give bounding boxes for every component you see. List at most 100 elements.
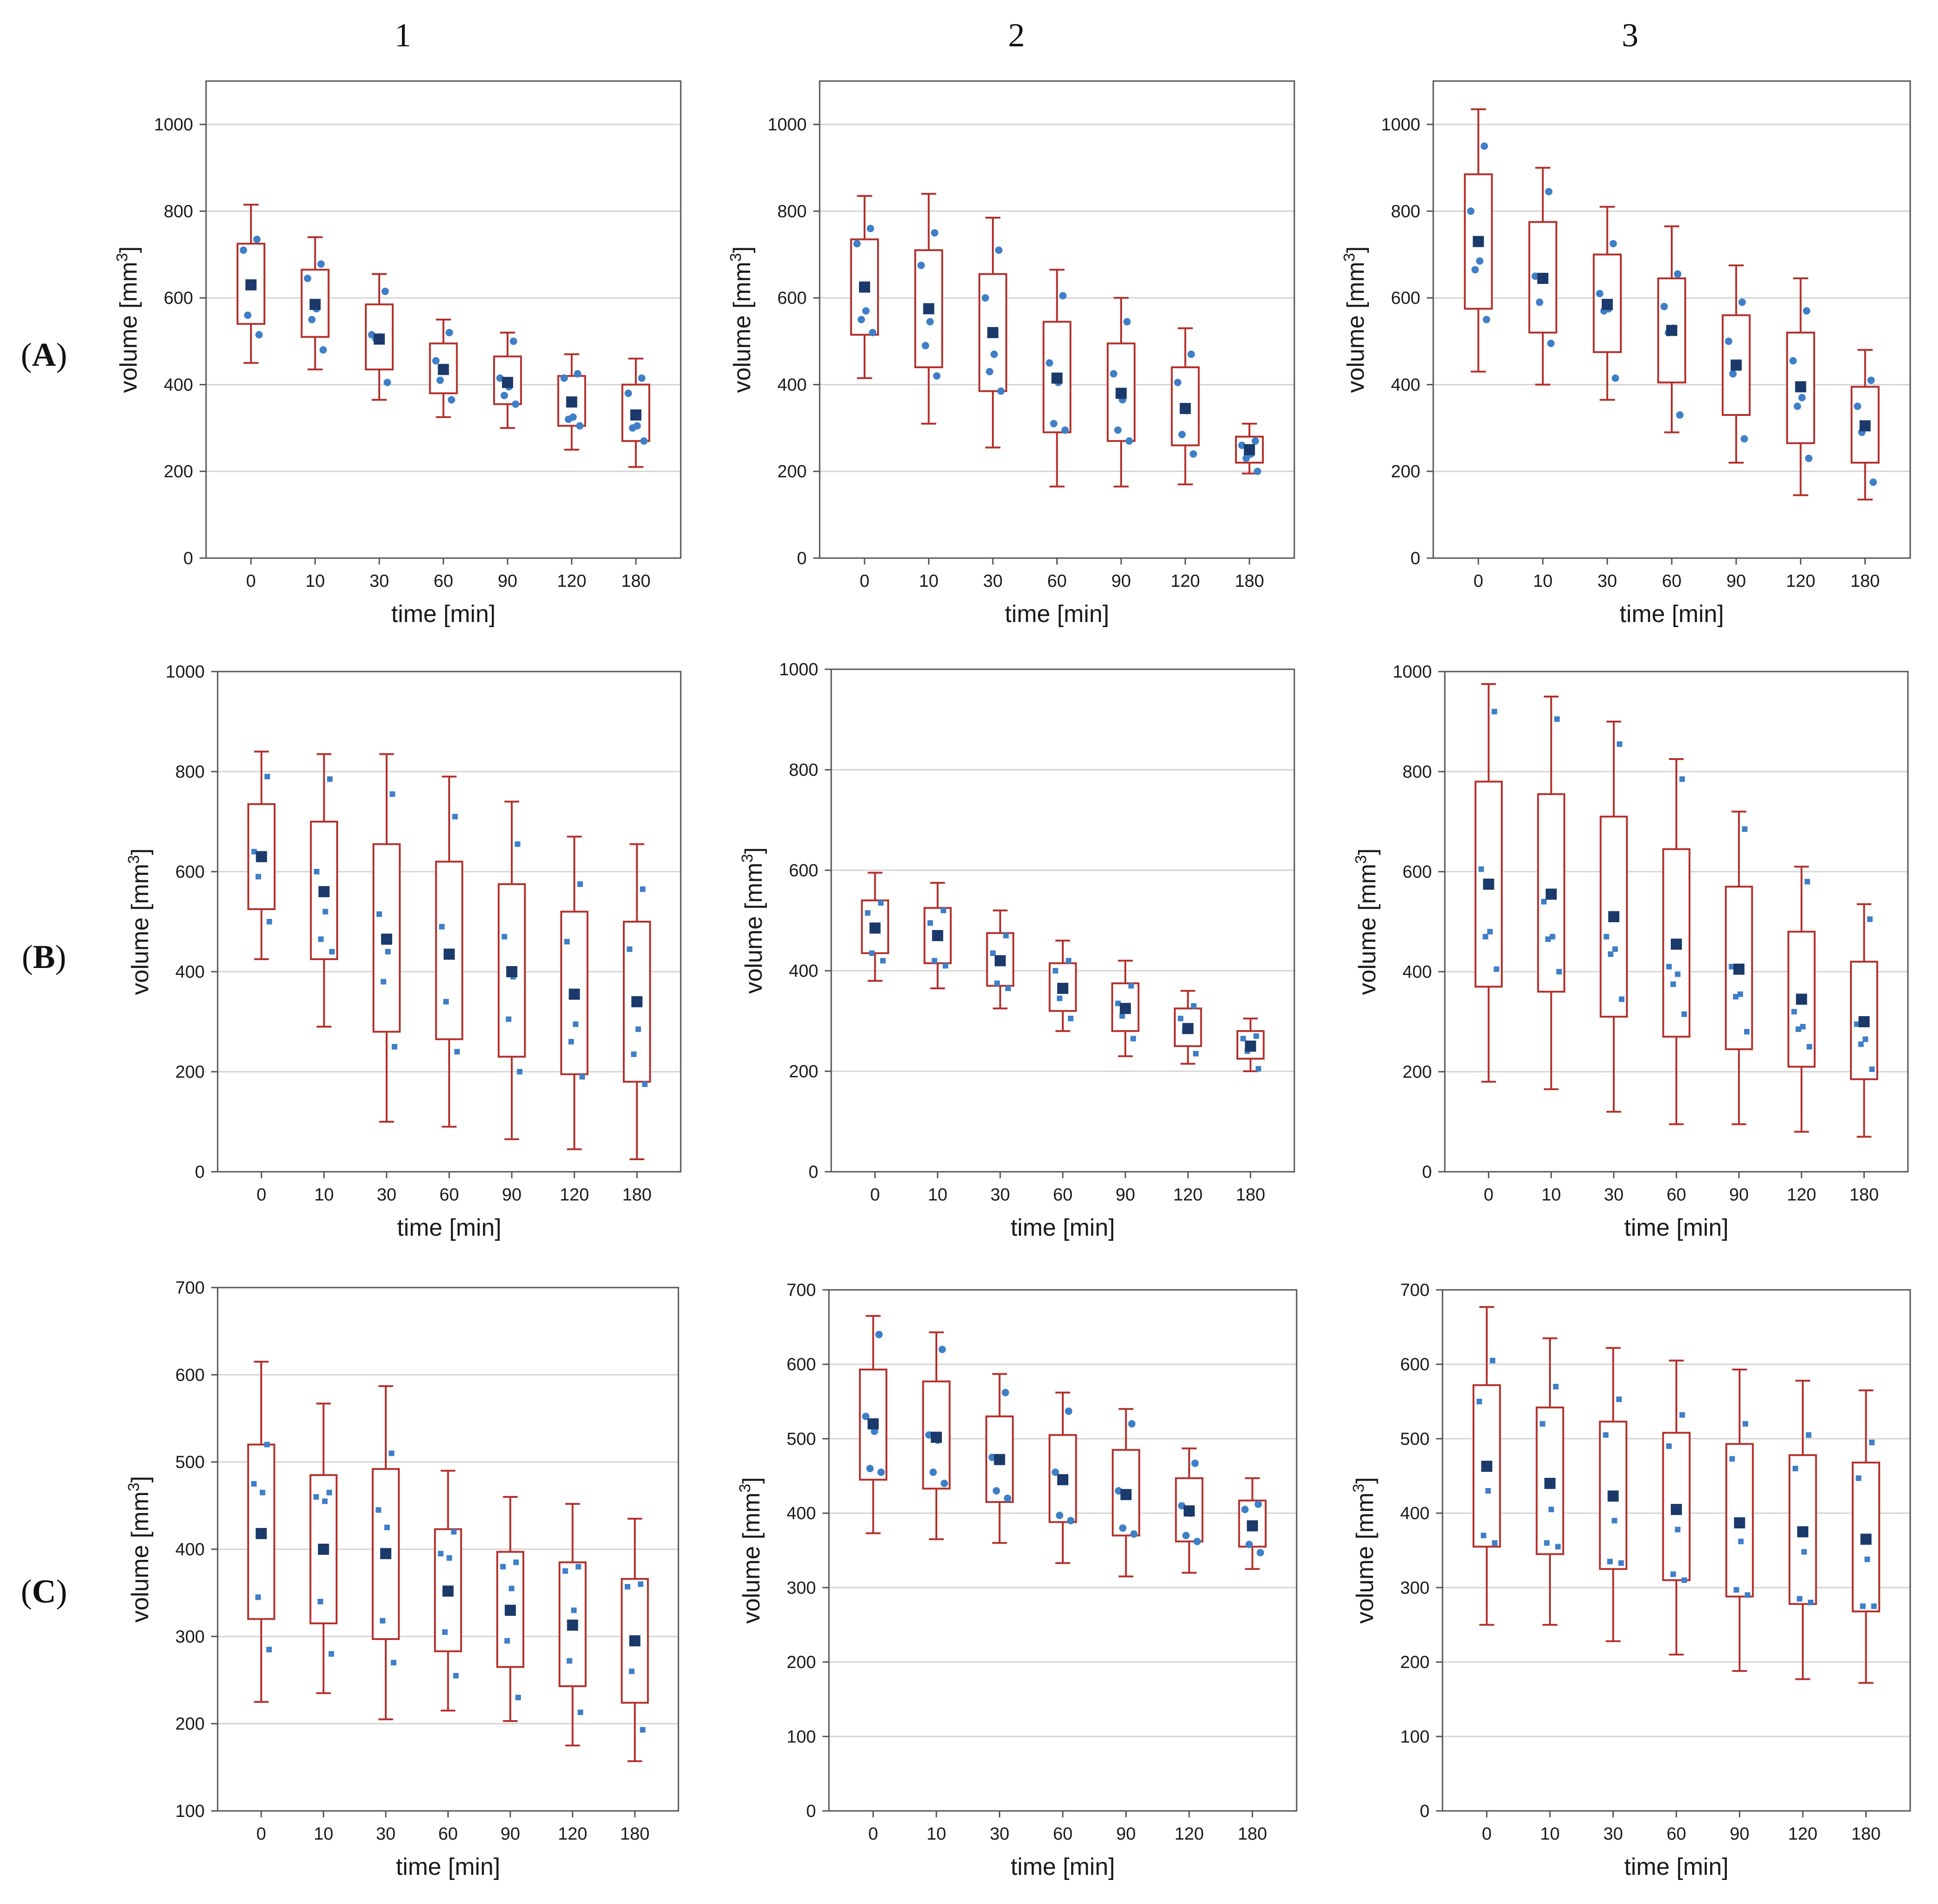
mean-marker — [444, 949, 455, 960]
box-60 — [429, 319, 458, 418]
y-tick-label: 100 — [1400, 1727, 1430, 1747]
box-180 — [1850, 349, 1880, 501]
data-point — [981, 294, 989, 302]
y-axis-label-superscript: 3 — [1352, 855, 1370, 864]
data-point — [1670, 1571, 1676, 1577]
x-tick-label: 60 — [1667, 1185, 1686, 1205]
data-point — [642, 1081, 648, 1087]
data-point — [878, 900, 884, 906]
data-point — [938, 1345, 946, 1353]
x-tick-label: 10 — [314, 1185, 334, 1205]
data-point — [502, 934, 508, 940]
data-point — [1002, 1389, 1010, 1396]
data-point — [1191, 1003, 1197, 1009]
mean-marker — [859, 281, 870, 293]
data-point — [1603, 934, 1609, 940]
data-point — [574, 370, 582, 378]
box-60 — [1048, 939, 1077, 1032]
data-point — [251, 1481, 257, 1487]
y-tick-label: 600 — [164, 289, 193, 308]
y-tick-label: 1000 — [779, 660, 818, 679]
data-point — [629, 1668, 635, 1674]
data-point — [1681, 1011, 1687, 1017]
row-label-c: (C) — [21, 1573, 67, 1610]
data-point — [862, 1413, 870, 1420]
mean-marker — [1666, 325, 1677, 336]
data-point — [447, 396, 455, 404]
data-point — [1241, 1506, 1249, 1514]
y-tick-label: 0 — [195, 1163, 205, 1182]
mean-marker — [1544, 1477, 1556, 1489]
x-tick-label: 60 — [1053, 1824, 1072, 1844]
data-point — [438, 1551, 444, 1557]
data-point — [638, 374, 646, 382]
data-point — [389, 1450, 395, 1456]
box-90 — [1111, 1408, 1141, 1577]
data-point — [1681, 1577, 1687, 1583]
data-point — [1065, 1407, 1072, 1415]
data-point — [986, 368, 994, 376]
data-point — [1743, 1421, 1749, 1427]
iqr-box — [429, 342, 458, 395]
data-point — [1476, 1399, 1482, 1405]
data-point — [253, 235, 261, 243]
y-tick-label: 800 — [778, 202, 807, 221]
x-tick-label: 180 — [1236, 1185, 1265, 1205]
x-tick-label: 60 — [1662, 572, 1681, 591]
data-point — [376, 911, 382, 917]
y-axis-label-superscript: 3 — [736, 1484, 754, 1493]
data-point — [1467, 207, 1475, 215]
data-point — [1858, 1041, 1864, 1047]
mean-marker — [994, 1454, 1005, 1465]
box-90 — [497, 800, 526, 1140]
y-tick-label: 800 — [176, 762, 205, 782]
iqr-box — [434, 1528, 462, 1653]
y-tick-label: 400 — [789, 961, 818, 981]
mean-marker — [1671, 1504, 1682, 1515]
data-point — [1003, 933, 1009, 939]
data-point — [1612, 374, 1619, 382]
iqr-box — [310, 821, 339, 960]
data-point — [1242, 454, 1250, 462]
data-point — [1245, 1540, 1253, 1548]
box-0 — [247, 750, 276, 960]
data-point — [1860, 1603, 1866, 1609]
data-point — [1480, 1533, 1486, 1539]
y-tick-label: 700 — [176, 1278, 205, 1298]
y-tick-label: 400 — [176, 962, 205, 982]
data-point — [1616, 1396, 1622, 1402]
x-tick-label: 120 — [1788, 1824, 1817, 1844]
data-point — [1797, 1596, 1803, 1602]
box-10 — [923, 882, 952, 989]
x-tick-label: 30 — [1598, 572, 1617, 591]
data-point — [635, 1026, 641, 1032]
box-90 — [496, 1496, 525, 1722]
data-point — [866, 1464, 874, 1472]
data-point — [1056, 1511, 1064, 1519]
x-tick-label: 0 — [246, 572, 256, 591]
data-point — [1608, 951, 1614, 957]
y-axis-label: volume [mm3] — [1341, 246, 1369, 393]
data-point — [1123, 318, 1131, 326]
chart-a3: 0 200 400 600 800 1000 0 10 30 60 90 120 180 time [mi… — [1341, 80, 1911, 628]
data-point — [1544, 1540, 1550, 1546]
data-point — [1676, 411, 1684, 419]
box-0 — [861, 872, 889, 982]
box-30 — [985, 1373, 1014, 1544]
mean-marker — [1057, 982, 1068, 994]
y-tick-label: 800 — [1391, 202, 1420, 221]
data-point — [1067, 1517, 1075, 1525]
data-point — [1805, 454, 1813, 462]
y-tick-label: 600 — [787, 1355, 816, 1375]
y-tick-label: 200 — [176, 1715, 205, 1734]
box-180 — [1851, 1389, 1881, 1684]
data-point — [1742, 826, 1748, 832]
x-tick-label: 180 — [1235, 572, 1264, 591]
data-point — [1737, 991, 1743, 997]
data-point — [1110, 370, 1117, 378]
data-point — [322, 1498, 328, 1504]
y-tick-label: 500 — [176, 1453, 205, 1472]
y-tick-label: 1000 — [154, 115, 193, 135]
column-label-3: 3 — [1622, 17, 1638, 54]
box-0 — [1464, 108, 1493, 373]
